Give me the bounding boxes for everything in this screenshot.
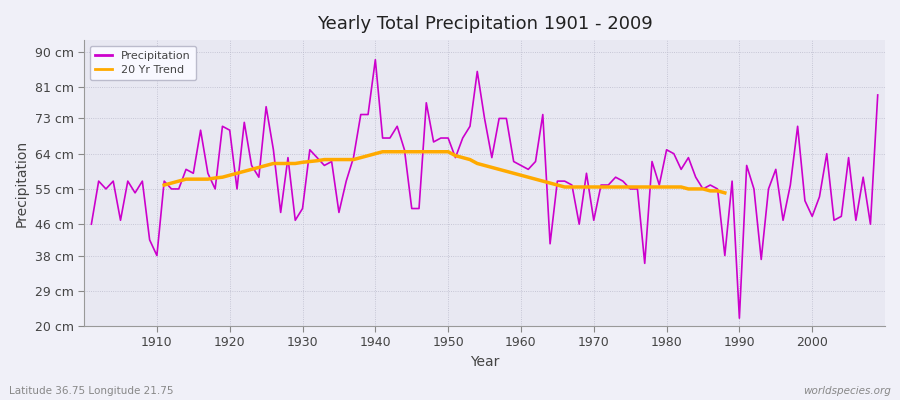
X-axis label: Year: Year <box>470 355 500 369</box>
Title: Yearly Total Precipitation 1901 - 2009: Yearly Total Precipitation 1901 - 2009 <box>317 15 652 33</box>
Text: Latitude 36.75 Longitude 21.75: Latitude 36.75 Longitude 21.75 <box>9 386 174 396</box>
Legend: Precipitation, 20 Yr Trend: Precipitation, 20 Yr Trend <box>90 46 196 80</box>
Y-axis label: Precipitation: Precipitation <box>15 140 29 227</box>
Text: worldspecies.org: worldspecies.org <box>803 386 891 396</box>
